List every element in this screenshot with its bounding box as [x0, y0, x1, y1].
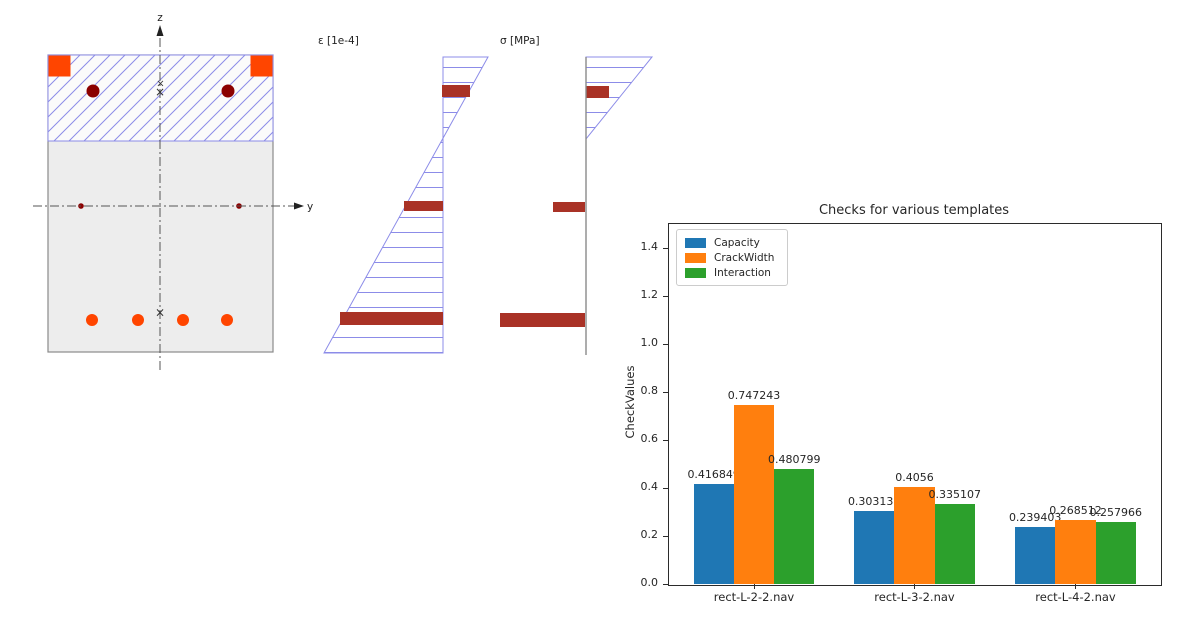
y-tick-label: 1.0	[640, 336, 659, 349]
y-tick-mark	[663, 583, 668, 585]
cross-section-view: z y × × ×	[33, 12, 313, 372]
bar-value-label: 0.480799	[768, 452, 821, 466]
x-tick-mark	[914, 584, 915, 589]
bar	[1055, 519, 1096, 584]
top-rebar-left	[86, 84, 100, 98]
bar	[733, 404, 775, 584]
y-tick-mark	[663, 439, 668, 441]
z-axis-arrow-icon	[156, 25, 164, 36]
bottom-rebar-1	[86, 314, 98, 326]
strain-bar-mid-rebar	[404, 201, 443, 211]
y-tick-label: 0.0	[640, 576, 659, 589]
y-tick-mark	[663, 343, 668, 345]
x-tick-label: rect-L-2-2.nav	[713, 590, 795, 604]
bar-value-label: 0.416849	[687, 467, 740, 481]
bar	[1095, 522, 1136, 584]
y-tick-label: 0.4	[640, 480, 659, 493]
bar	[774, 468, 815, 584]
y-axis-arrow-icon	[294, 202, 304, 210]
legend-label: Interaction	[714, 266, 771, 279]
stress-bar-mid-rebar	[553, 202, 585, 212]
section-strain-stress-figure: z y × × × ε [1e-4] σ [MPa]	[0, 0, 660, 420]
y-tick-mark	[663, 247, 668, 249]
bar-value-label: 0.257966	[1089, 506, 1143, 520]
legend-label: CrackWidth	[714, 251, 775, 264]
bar	[854, 511, 895, 584]
centroid-marker-upper: ×	[156, 79, 164, 90]
legend-item: CrackWidth	[685, 251, 779, 264]
bar	[894, 486, 935, 584]
y-tick-label: 0.6	[640, 432, 659, 445]
z-axis-label: z	[157, 12, 163, 24]
x-tick-label: rect-L-4-2.nav	[1035, 590, 1116, 604]
figure-canvas: z y × × × ε [1e-4] σ [MPa]	[33, 12, 654, 372]
bar-value-label: 0.335107	[928, 487, 982, 501]
strain-diagram: ε [1e-4]	[318, 35, 489, 354]
stress-bar-top-rebar	[586, 86, 609, 98]
y-tick-mark	[663, 295, 668, 297]
bottom-rebar-4	[221, 314, 233, 326]
stress-diagram: σ [MPa]	[500, 35, 654, 355]
y-tick-label: 0.2	[640, 528, 659, 541]
centroid-marker-lower: ×	[155, 85, 165, 99]
bar	[693, 483, 734, 584]
x-tick-label: rect-L-3-2.nav	[874, 590, 955, 604]
y-tick-label: 1.4	[640, 240, 659, 253]
bar-value-label: 0.747243	[727, 388, 781, 402]
strain-bar-top-rebar	[442, 85, 470, 97]
strain-diagram-label: ε [1e-4]	[318, 35, 359, 47]
bottom-rebar-3	[177, 314, 189, 326]
corner-rebar-top-right	[250, 55, 273, 77]
y-tick-mark	[663, 535, 668, 537]
legend-swatch	[685, 252, 706, 263]
y-tick-mark	[663, 391, 668, 393]
legend-swatch	[685, 237, 706, 248]
bar-value-label: 0.239403	[1008, 510, 1062, 524]
bar	[1015, 526, 1056, 584]
y-tick-label: 1.2	[640, 288, 659, 301]
legend-label: Capacity	[714, 236, 760, 249]
bar	[934, 503, 975, 584]
y-tick-mark	[663, 487, 668, 489]
y-axis-label: y	[307, 201, 313, 213]
stress-diagram-label: σ [MPa]	[500, 35, 540, 47]
x-tick-mark	[1075, 584, 1076, 589]
strain-bar-bottom-rebar	[340, 312, 443, 325]
legend: Capacity CrackWidth Interaction	[676, 229, 788, 286]
corner-rebar-top-left	[48, 55, 71, 77]
bar-value-label: 0.303138	[847, 495, 901, 509]
legend-swatch	[685, 267, 706, 278]
bottom-centroid-marker: ×	[155, 306, 165, 320]
stress-bar-bottom-rebar	[500, 313, 585, 327]
legend-item: Capacity	[685, 236, 779, 249]
chart-title: Checks for various templates	[818, 203, 1010, 218]
top-rebar-right	[221, 84, 235, 98]
x-tick-mark	[753, 584, 755, 589]
bar-value-label: 0.4056	[895, 470, 934, 484]
legend-item: Interaction	[685, 266, 779, 279]
y-tick-label: 0.8	[640, 384, 659, 397]
bar-value-label: 0.268512	[1049, 503, 1102, 517]
bottom-rebar-2	[132, 314, 144, 326]
